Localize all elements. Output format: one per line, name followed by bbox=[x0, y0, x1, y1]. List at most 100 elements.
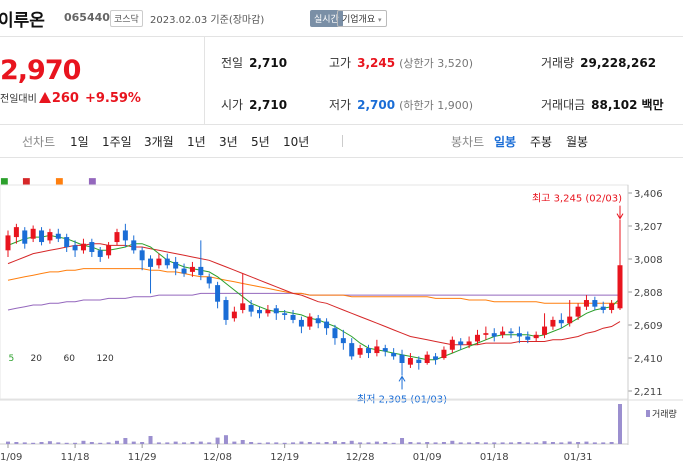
period-10y[interactable]: 10년 bbox=[283, 135, 310, 149]
candle-body bbox=[416, 359, 422, 363]
y-tick-label: 2,609 bbox=[634, 321, 663, 332]
candle-body bbox=[542, 326, 548, 335]
candle-body bbox=[609, 303, 615, 310]
volume-bar bbox=[408, 442, 413, 444]
volume-bar bbox=[6, 441, 10, 444]
candle-body bbox=[198, 266, 204, 276]
volume-bar bbox=[433, 442, 438, 444]
stock-name: 이루온 bbox=[0, 11, 45, 31]
prev-label: 전일 bbox=[221, 56, 244, 70]
candle-body bbox=[265, 309, 271, 314]
candle-body bbox=[89, 242, 95, 252]
candle-body bbox=[156, 258, 162, 266]
candle-weekly[interactable]: 주봉 bbox=[530, 135, 553, 149]
candle-body bbox=[139, 250, 145, 261]
volume-bar bbox=[316, 442, 321, 444]
volume-bar bbox=[207, 442, 212, 444]
candle-body bbox=[340, 338, 346, 344]
candle-body bbox=[558, 319, 564, 324]
realtime-button[interactable]: 실시간 bbox=[310, 10, 343, 27]
period-3y[interactable]: 3년 bbox=[219, 135, 238, 149]
volume-bar bbox=[324, 442, 329, 444]
y-tick-label: 3,406 bbox=[634, 189, 663, 200]
volume-bar bbox=[165, 442, 170, 444]
candle-body bbox=[382, 348, 388, 352]
period-3m[interactable]: 3개월 bbox=[144, 135, 174, 149]
quote-open: 시가 2,710 bbox=[221, 96, 287, 113]
candle-body bbox=[391, 353, 397, 357]
candle-body bbox=[30, 228, 36, 239]
volume-bar bbox=[98, 442, 103, 444]
period-5y[interactable]: 5년 bbox=[251, 135, 270, 149]
x-tick-label: 11/18 bbox=[61, 452, 90, 463]
stock-header: 이루온 065440 코스닥 2023.02.03 기준(장마감) 실시간 기업… bbox=[0, 0, 683, 37]
change-amount: 260 bbox=[51, 91, 79, 106]
candle-body bbox=[332, 328, 338, 339]
volume-bar bbox=[148, 436, 153, 444]
period-1y[interactable]: 1년 bbox=[187, 135, 206, 149]
volume-bar bbox=[349, 440, 354, 444]
high-label: 고가 bbox=[329, 56, 352, 70]
quote-high: 고가 3,245 (상한가 3,520) bbox=[329, 54, 473, 71]
volume-bar bbox=[383, 442, 388, 444]
period-1w[interactable]: 1주일 bbox=[102, 135, 132, 149]
volume-bar bbox=[400, 438, 405, 444]
volume-bar bbox=[467, 442, 472, 444]
price-change: 전일대비 260 +9.59% bbox=[0, 90, 141, 106]
low-value: 2,700 bbox=[357, 98, 396, 112]
volume-bar bbox=[450, 440, 455, 444]
volume-bar bbox=[198, 441, 203, 444]
candle-body bbox=[257, 309, 263, 314]
volume-bar bbox=[249, 442, 254, 444]
x-tick-label: 11/29 bbox=[128, 452, 157, 463]
volume-bar bbox=[156, 442, 161, 444]
current-price: 2,970 bbox=[0, 55, 81, 86]
volume-bar bbox=[64, 442, 69, 444]
low-annotation: 최저 2,305 (01/03) bbox=[357, 393, 447, 405]
volume-bar bbox=[114, 440, 119, 444]
line-chart-label: 선차트 bbox=[22, 135, 56, 149]
volume-bar bbox=[299, 441, 304, 444]
candle-body bbox=[173, 261, 179, 269]
candle-body bbox=[491, 333, 497, 337]
volume-bar bbox=[567, 441, 572, 444]
upper-limit: (상한가 3,520) bbox=[399, 57, 473, 70]
volume-bar bbox=[534, 442, 539, 444]
lower-limit: (하한가 1,900) bbox=[399, 99, 473, 112]
y-tick-label: 2,211 bbox=[634, 387, 663, 398]
candle-body bbox=[441, 349, 447, 359]
company-info-dropdown[interactable]: 기업개요 ▾ bbox=[337, 10, 387, 27]
candle-body bbox=[114, 232, 120, 243]
candle-body bbox=[122, 230, 128, 241]
quote-volume: 거래량 29,228,262 bbox=[541, 54, 656, 71]
x-tick-label: 12/19 bbox=[270, 452, 299, 463]
volume-legend-swatch bbox=[646, 410, 650, 417]
ma60-line bbox=[7, 268, 620, 304]
candle-body bbox=[273, 308, 279, 314]
volume-bar bbox=[282, 442, 287, 444]
candle-body bbox=[365, 348, 371, 354]
candle-body bbox=[231, 311, 237, 319]
volume-bar bbox=[131, 441, 136, 444]
volume-legend-label: 거래량 bbox=[652, 408, 677, 420]
volume-bar bbox=[601, 442, 606, 444]
candle-body bbox=[55, 233, 61, 239]
plot-frame bbox=[0, 184, 629, 400]
candle-monthly[interactable]: 월봉 bbox=[566, 135, 589, 149]
candle-body bbox=[215, 285, 221, 302]
candle-daily[interactable]: 일봉 bbox=[494, 135, 517, 149]
volume-bar bbox=[550, 442, 555, 444]
period-1d[interactable]: 1일 bbox=[70, 135, 89, 149]
volume-bar bbox=[425, 442, 430, 444]
candle-body bbox=[282, 313, 288, 315]
prev-value: 2,710 bbox=[249, 56, 288, 70]
candle-body bbox=[5, 235, 11, 251]
candle-body bbox=[374, 346, 380, 354]
volume-bar bbox=[475, 442, 480, 444]
volume-bar bbox=[441, 442, 446, 444]
candle-body bbox=[449, 339, 455, 350]
x-tick-label: 12/28 bbox=[346, 452, 375, 463]
candle-body bbox=[240, 303, 246, 310]
up-triangle-icon bbox=[38, 92, 51, 103]
